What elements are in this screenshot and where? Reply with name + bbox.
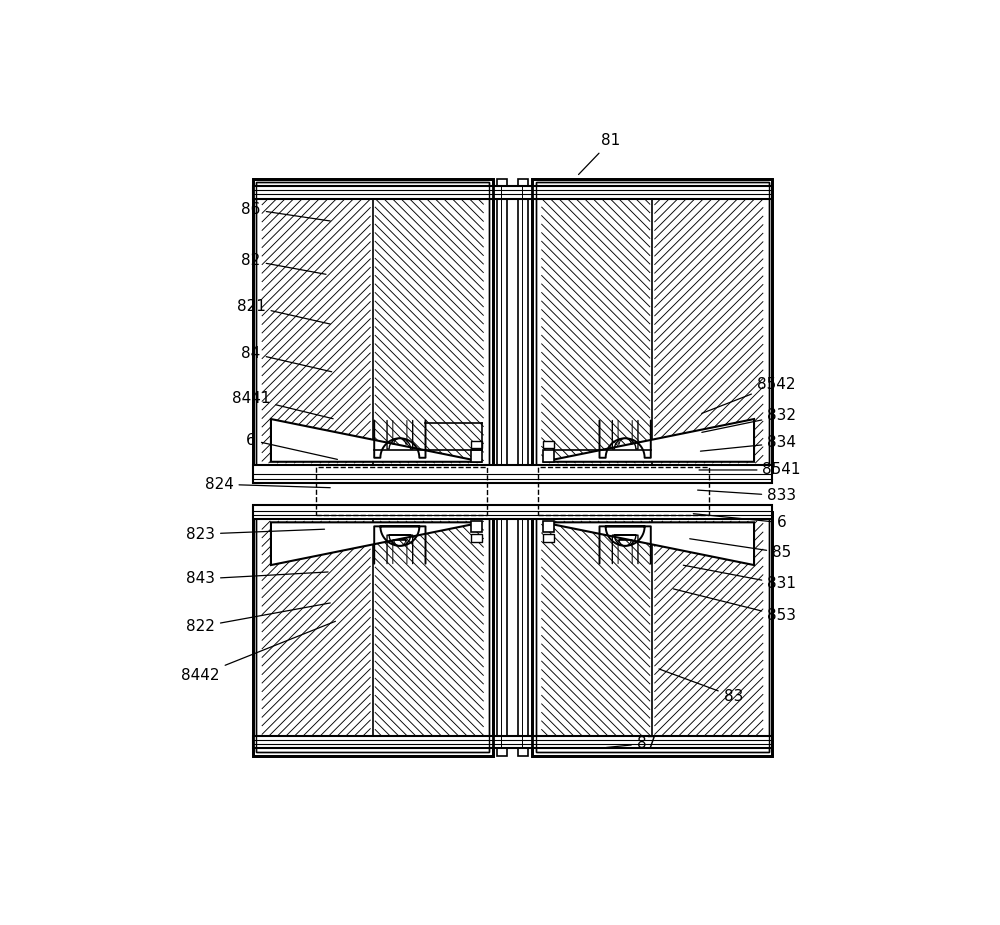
Bar [539, 519, 765, 748]
Polygon shape [543, 523, 754, 565]
Bar [253, 504, 772, 519]
Bar [543, 450, 554, 462]
Text: 832: 832 [702, 408, 796, 432]
Text: 8441: 8441 [232, 391, 333, 419]
Text: 82: 82 [241, 253, 326, 275]
Bar [532, 512, 772, 756]
Text: 83: 83 [659, 669, 743, 704]
Bar [532, 179, 772, 473]
Bar [471, 450, 482, 462]
Text: 8542: 8542 [702, 377, 795, 413]
Bar [471, 535, 482, 542]
Text: 823: 823 [186, 526, 325, 541]
Bar [253, 735, 772, 748]
Bar [543, 521, 554, 532]
Text: 87: 87 [606, 736, 656, 751]
Bar [253, 465, 772, 519]
Bar [532, 512, 772, 756]
Text: 824: 824 [205, 476, 330, 492]
Bar [518, 179, 528, 756]
Text: 8541: 8541 [699, 462, 801, 477]
Bar [536, 515, 769, 752]
Bar [536, 182, 769, 469]
Bar [497, 179, 507, 756]
Text: 821: 821 [237, 299, 330, 324]
Text: 6: 6 [693, 513, 787, 530]
Text: 853: 853 [673, 589, 796, 623]
Text: 81: 81 [579, 133, 620, 175]
Text: 833: 833 [698, 488, 796, 503]
Bar [253, 512, 493, 756]
Bar [253, 186, 772, 199]
Polygon shape [543, 419, 754, 462]
Bar [253, 465, 772, 483]
Bar [543, 441, 554, 449]
Text: 831: 831 [683, 565, 796, 591]
Bar [256, 515, 489, 752]
Text: 843: 843 [186, 572, 328, 586]
Bar [256, 182, 489, 469]
Bar [471, 441, 482, 449]
Bar [260, 519, 486, 748]
Bar [538, 467, 709, 515]
Bar [532, 179, 772, 473]
Text: 86: 86 [241, 202, 330, 221]
Text: 834: 834 [700, 436, 796, 451]
Bar [543, 535, 554, 542]
Bar [471, 521, 482, 532]
Bar [260, 186, 486, 465]
Bar [256, 515, 489, 752]
Bar [536, 182, 769, 469]
Polygon shape [271, 419, 482, 462]
Bar [253, 179, 493, 473]
Text: 8442: 8442 [181, 622, 335, 683]
Bar [316, 467, 487, 515]
Bar [536, 515, 769, 752]
Polygon shape [271, 523, 482, 565]
Bar [253, 512, 493, 756]
Bar [253, 179, 493, 473]
Text: 6: 6 [246, 433, 337, 460]
Bar [539, 186, 765, 465]
Bar [256, 182, 489, 469]
Text: 85: 85 [690, 538, 791, 561]
Text: 822: 822 [186, 603, 330, 635]
Text: 84: 84 [241, 346, 332, 372]
